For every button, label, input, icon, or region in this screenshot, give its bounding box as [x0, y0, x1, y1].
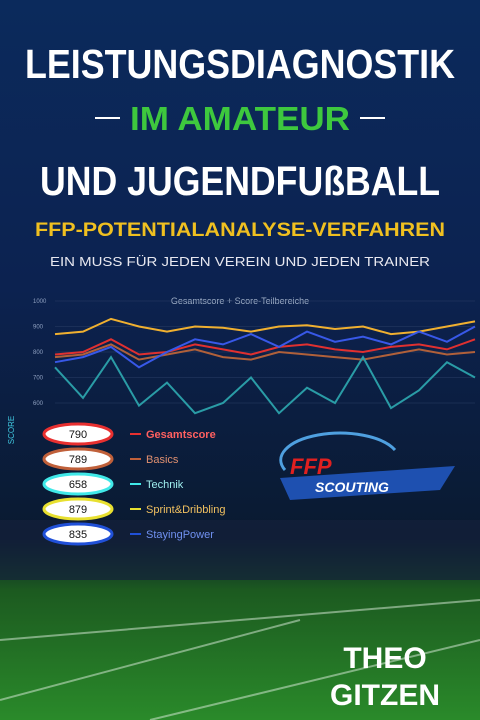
title-line2: IM AMATEUR: [130, 100, 350, 137]
legend-label: StayingPower: [146, 529, 214, 541]
legend-label: Technik: [146, 479, 184, 491]
logo-scouting: SCOUTING: [315, 479, 389, 495]
y-tick-label: 800: [33, 350, 44, 356]
score-oval: [42, 472, 114, 496]
pitch-lines: [0, 599, 480, 720]
y-axis-label: SCORE: [7, 416, 16, 444]
score-value: 789: [69, 454, 87, 466]
score-value: 835: [69, 529, 87, 541]
author-first: THEO: [343, 642, 426, 675]
y-tick-label: 900: [33, 325, 44, 331]
series-line: [54, 325, 476, 369]
score-value: 879: [69, 504, 87, 516]
tagline: EIN MUSS FÜR JEDEN VEREIN UND JEDEN TRAI…: [50, 255, 430, 269]
logo-band: [280, 466, 455, 500]
score-value: 658: [69, 479, 87, 491]
y-tick-label: 700: [33, 376, 44, 382]
series-line: [54, 355, 476, 415]
title-line1: LEISTUNGSDIAGNOSTIK: [25, 41, 455, 87]
title-line3: UND JUGENDFUßBALL: [40, 158, 440, 204]
logo-swoosh: [279, 431, 397, 471]
score-oval: [42, 447, 114, 471]
logo: FFP SCOUTING: [279, 431, 455, 500]
series-line: [54, 343, 476, 361]
subtitle: FFP-POTENTIALANALYSE-VERFAHREN: [35, 220, 445, 241]
legend-label: Basics: [146, 454, 179, 466]
series-line: [54, 338, 476, 356]
author-last: GITZEN: [330, 679, 440, 712]
y-tick-label: 1000: [33, 299, 47, 305]
score-value: 790: [69, 429, 87, 441]
logo-ffp: FFP: [290, 454, 332, 479]
series-line: [54, 317, 476, 336]
score-oval: [42, 422, 114, 446]
legend-label: Sprint&Dribbling: [146, 504, 225, 516]
y-tick-label: 600: [33, 401, 44, 407]
score-oval: [42, 522, 114, 546]
legend-label: Gesamtscore: [146, 429, 216, 441]
score-oval: [42, 497, 114, 521]
